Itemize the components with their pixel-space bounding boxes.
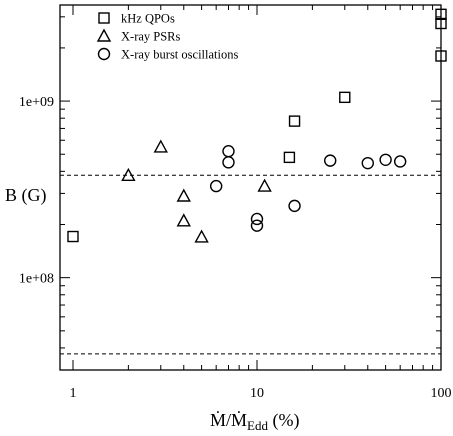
legend-label: kHz QPOs [121,12,175,26]
x-axis-label-subscript: Edd [247,418,268,433]
data-point-triangle [176,213,191,227]
data-point-circle [250,219,264,232]
x-axis-label-unit: (%) [268,410,299,431]
data-point-circle [393,155,407,168]
data-point-square [67,230,79,243]
y-tick-label: 1e+09 [19,95,54,110]
legend: kHz QPOs X-ray PSRs X-ray burst oscillatio… [96,12,238,62]
x-tick-label: 100 [431,386,452,401]
x-axis-label-main: Ṁ/Ṁ [210,410,247,430]
data-point-circle [288,199,301,213]
data-point-square [435,17,447,30]
data-point-circle [222,156,235,169]
data-point-circle [250,212,264,226]
data-point-triangle [121,167,136,181]
y-axis-label: B (G) [5,185,47,206]
data-point-triangle [257,178,272,192]
data-point-triangle [153,139,168,153]
data-point-square [435,8,447,21]
x-tick-label: 10 [250,386,264,401]
data-point-square [435,50,447,62]
x-tick-label: 1 [69,386,76,401]
y-tick-label: 1e+08 [19,272,54,287]
data-point-square [288,115,301,127]
data-point-circle [379,153,392,167]
data-point-circle [324,154,337,167]
reference-lines [60,174,441,355]
data-point-triangle [176,188,191,202]
data-point-square [339,91,351,104]
legend-marker-triangle [96,28,112,42]
legend-marker-circle [97,47,111,61]
data-point-circle [222,145,235,158]
legend-label: X-ray burst oscillations [121,48,238,62]
legend-label: X-ray PSRs [121,30,181,44]
data-point-circle [209,179,223,193]
data-point-circle [361,156,374,170]
legend-marker-square [98,12,110,24]
plot-frame [59,4,442,371]
data-points [67,8,447,243]
axis-ticks: 1 10 100 1e+08 1e+09 [19,5,452,401]
data-point-triangle [194,229,209,243]
data-point-square [283,151,296,164]
x-axis-label: Ṁ/ṀEdd (%) [210,410,299,433]
